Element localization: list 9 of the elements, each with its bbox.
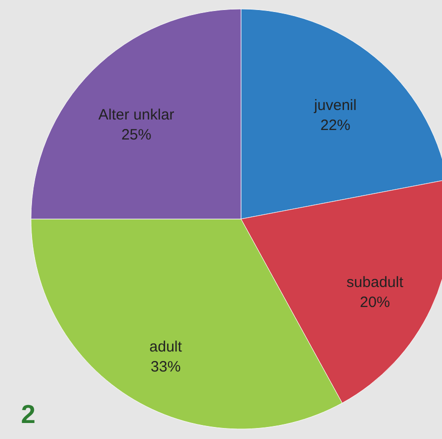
slice-label: juvenil: [313, 96, 357, 114]
text: 2: [21, 399, 36, 429]
data-label: 22%: [320, 116, 350, 134]
slice-label: Alter unklar: [98, 106, 174, 124]
slice-label: adult: [149, 338, 183, 356]
data-label: 33%: [150, 358, 181, 376]
data-label: 25%: [121, 126, 152, 144]
slice-label: subadult: [346, 274, 404, 292]
data-label: 20%: [360, 294, 390, 312]
